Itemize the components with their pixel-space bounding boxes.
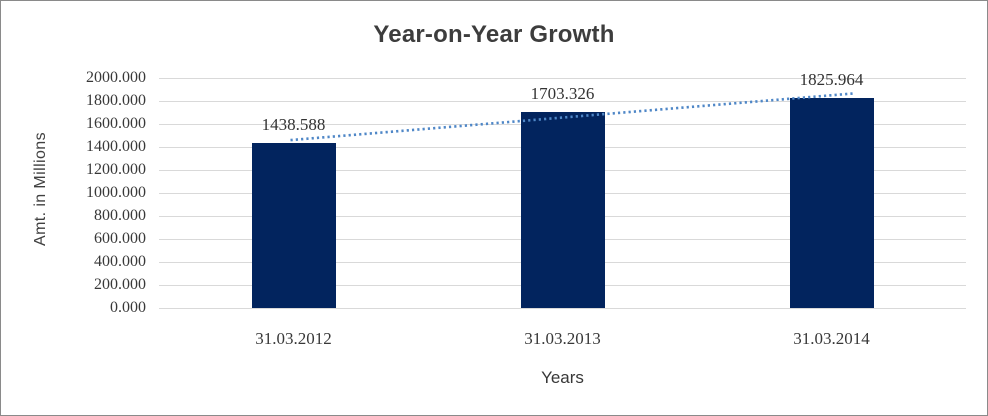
bar-31.03.2014 [789, 98, 874, 308]
gridline [159, 78, 966, 79]
y-tick-label: 1600.000 [86, 115, 146, 132]
data-label: 1703.326 [530, 84, 595, 104]
data-label: 1825.964 [799, 70, 864, 89]
bar-31.03.2013 [520, 112, 605, 308]
y-tick-label: 1400.000 [86, 138, 146, 155]
y-tick-label: 2000.000 [86, 69, 146, 86]
plot-area [159, 78, 966, 309]
y-tick-label: 600.000 [94, 230, 146, 247]
bar-31.03.2012 [251, 142, 336, 308]
data-label: 1438.588 [261, 114, 326, 134]
y-tick-label: 800.000 [94, 207, 146, 224]
x-category-label: 31.03.2014 [793, 329, 870, 348]
gridline [159, 308, 966, 309]
y-tick-label: 1200.000 [86, 161, 146, 178]
y-tick-label: 0.000 [110, 299, 146, 316]
x-axis-title: Years [541, 368, 584, 387]
y-tick-label: 400.000 [94, 253, 146, 270]
y-tick-label: 200.000 [94, 276, 146, 293]
x-category-label: 31.03.2012 [255, 329, 332, 348]
y-tick-label: 1000.000 [86, 184, 146, 201]
x-category-label: 31.03.2013 [524, 329, 601, 348]
y-tick-label: 1800.000 [86, 92, 146, 109]
chart-title: Year-on-Year Growth [373, 21, 615, 48]
